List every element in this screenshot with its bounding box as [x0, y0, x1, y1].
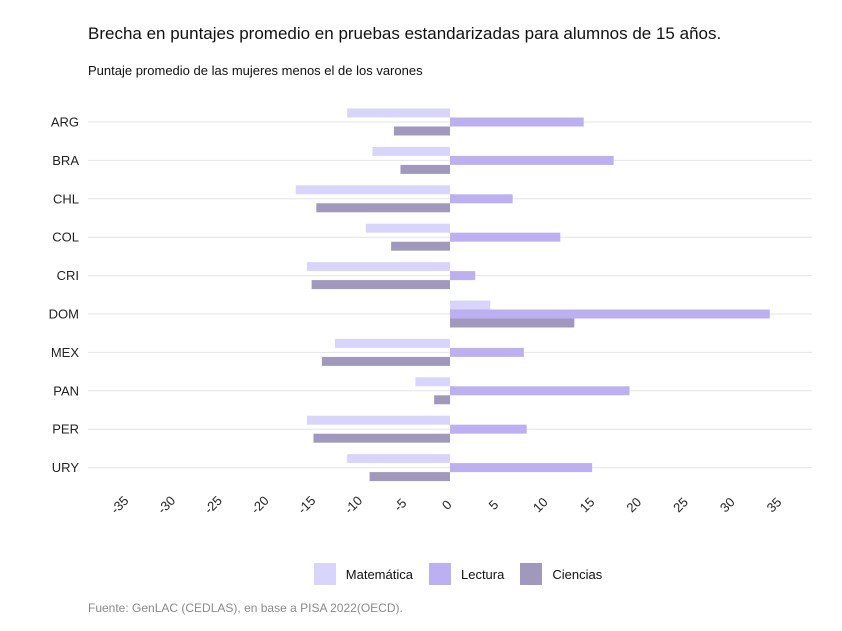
- bar-pan-ciencias: [434, 395, 450, 405]
- legend: Matemática Lectura Ciencias: [0, 563, 842, 585]
- bar-arg-matematica: [347, 108, 450, 118]
- bar-per-ciencias: [313, 433, 450, 443]
- x-tick-label: -35: [108, 493, 132, 517]
- bar-col-lectura: [450, 232, 561, 242]
- bar-arg-ciencias: [393, 126, 450, 136]
- x-tick-label: -25: [201, 493, 225, 517]
- bar-per-matematica: [306, 415, 450, 425]
- x-tick-label: -5: [391, 495, 410, 514]
- bar-cri-matematica: [306, 262, 450, 272]
- chart-title: Brecha en puntajes promedio en pruebas e…: [88, 24, 722, 43]
- y-tick-label-ury: URY: [52, 460, 80, 475]
- bar-dom-matematica: [450, 300, 491, 310]
- bar-arg-lectura: [450, 117, 584, 127]
- x-tick-label: 35: [764, 494, 785, 515]
- y-tick-label-cri: CRI: [57, 268, 79, 283]
- bar-per-lectura: [450, 424, 527, 434]
- bar-col-matematica: [365, 223, 450, 233]
- x-tick-label: 30: [717, 494, 738, 515]
- bar-mex-matematica: [334, 338, 450, 348]
- bar-col-ciencias: [391, 241, 450, 251]
- bar-bra-ciencias: [400, 164, 450, 174]
- y-tick-label-pan: PAN: [53, 383, 79, 398]
- x-tick-label: 20: [623, 494, 644, 515]
- legend-item-lectura: Lectura: [428, 563, 505, 585]
- source-caption: Fuente: GenLAC (CEDLAS), en base a PISA …: [88, 601, 403, 615]
- legend-item-matematica: Matemática: [313, 563, 413, 585]
- x-tick-label: 0: [439, 497, 455, 513]
- y-tick-label-arg: ARG: [51, 115, 79, 130]
- x-tick-label: -15: [295, 493, 319, 517]
- bar-cri-ciencias: [311, 280, 450, 290]
- y-tick-label-bra: BRA: [52, 153, 79, 168]
- bar-pan-lectura: [450, 386, 630, 396]
- legend-label-lectura: Lectura: [460, 566, 505, 582]
- bar-chl-lectura: [450, 194, 513, 204]
- y-tick-label-per: PER: [52, 422, 79, 437]
- y-tick-label-chl: CHL: [53, 191, 79, 206]
- legend-label-matematica: Matemática: [345, 566, 413, 582]
- legend-label-ciencias: Ciencias: [552, 566, 603, 582]
- chart-subtitle: Puntaje promedio de las mujeres menos el…: [88, 63, 423, 78]
- x-tick-label: 5: [486, 497, 502, 513]
- bar-ury-matematica: [347, 454, 450, 464]
- x-tick-label: 25: [670, 494, 691, 515]
- x-tick-label: -30: [154, 493, 178, 517]
- x-tick-label: -10: [341, 493, 365, 517]
- legend-item-ciencias: Ciencias: [520, 563, 602, 585]
- bar-ury-lectura: [450, 463, 593, 473]
- x-tick-label: -20: [248, 493, 272, 517]
- bar-mex-lectura: [450, 347, 524, 357]
- x-tick-label: 10: [530, 494, 551, 515]
- bar-bra-matematica: [372, 146, 450, 156]
- y-tick-label-mex: MEX: [51, 345, 80, 360]
- y-tick-label-dom: DOM: [49, 307, 79, 322]
- bar-cri-lectura: [450, 271, 476, 281]
- bar-dom-lectura: [450, 309, 770, 319]
- legend-swatch-lectura: [428, 563, 451, 585]
- legend-swatch-ciencias: [520, 563, 543, 585]
- x-tick-label: 15: [577, 494, 598, 515]
- bar-chl-matematica: [295, 185, 450, 195]
- bar-ury-ciencias: [369, 472, 450, 482]
- bar-pan-matematica: [415, 377, 450, 387]
- bar-mex-ciencias: [321, 356, 450, 366]
- legend-swatch-matematica: [313, 563, 336, 585]
- bar-bra-lectura: [450, 155, 614, 165]
- y-tick-label-col: COL: [52, 230, 79, 245]
- bar-dom-ciencias: [450, 318, 575, 328]
- bar-chl-ciencias: [316, 203, 450, 213]
